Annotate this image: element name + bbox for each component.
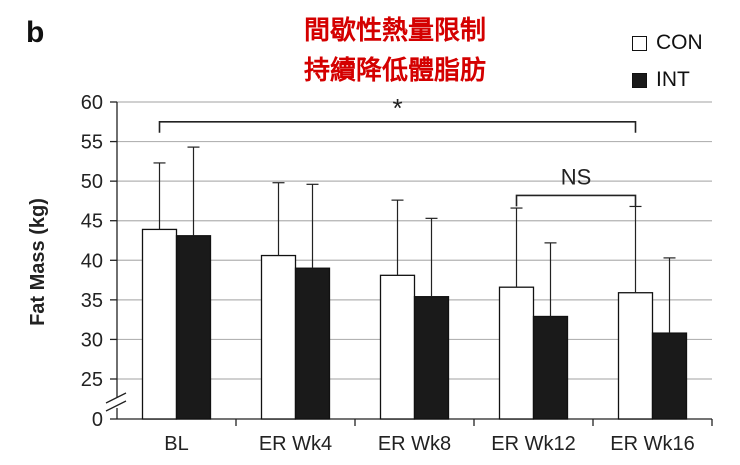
x-tick-label: ER Wk4 <box>259 433 332 455</box>
y-tick-label: 50 <box>81 171 103 193</box>
y-tick-label: 0 <box>92 409 103 431</box>
significance-label: * <box>392 93 402 123</box>
legend-item-con: CON <box>632 31 703 55</box>
bar-int <box>413 296 450 420</box>
y-tick-label: 30 <box>81 329 103 351</box>
bar-int <box>532 315 569 420</box>
legend-swatch-con <box>632 35 647 51</box>
axis-break-mark <box>105 392 127 404</box>
bar-int <box>175 235 212 420</box>
y-tick-label: 40 <box>81 250 103 272</box>
axis-break-mark <box>105 400 127 412</box>
x-tick-label: ER Wk12 <box>491 433 575 455</box>
chart-title-line-2: 持續降低體脂肪 <box>303 56 487 86</box>
y-tick-label: 25 <box>81 369 103 391</box>
y-tick-label: 55 <box>81 132 103 154</box>
x-tick-label: ER Wk8 <box>378 433 451 455</box>
legend-label-int: INT <box>656 68 690 91</box>
bar-con <box>260 254 297 420</box>
panel-letter: b <box>26 16 45 49</box>
significance-bracket <box>515 194 637 207</box>
y-tick-label: 35 <box>81 290 103 312</box>
legend-item-int: INT <box>632 68 690 92</box>
y-tick-label: 45 <box>81 211 103 233</box>
legend-label-con: CON <box>656 31 703 54</box>
x-tick-label: ER Wk16 <box>610 433 694 455</box>
significance-bracket <box>158 120 637 133</box>
chart-title-line-1: 間歇性熱量限制 <box>303 16 487 46</box>
bar-con <box>379 274 416 420</box>
x-tick-label: BL <box>164 433 188 455</box>
bar-con <box>498 286 535 420</box>
bar-con <box>617 292 654 420</box>
bar-con <box>141 228 178 420</box>
y-tick-label: 60 <box>81 92 103 114</box>
y-axis-label: Fat Mass (kg) <box>27 198 49 326</box>
bar-int <box>294 267 331 420</box>
bar-int <box>651 332 688 420</box>
legend-swatch-int <box>632 72 647 88</box>
significance-label: NS <box>561 164 592 189</box>
